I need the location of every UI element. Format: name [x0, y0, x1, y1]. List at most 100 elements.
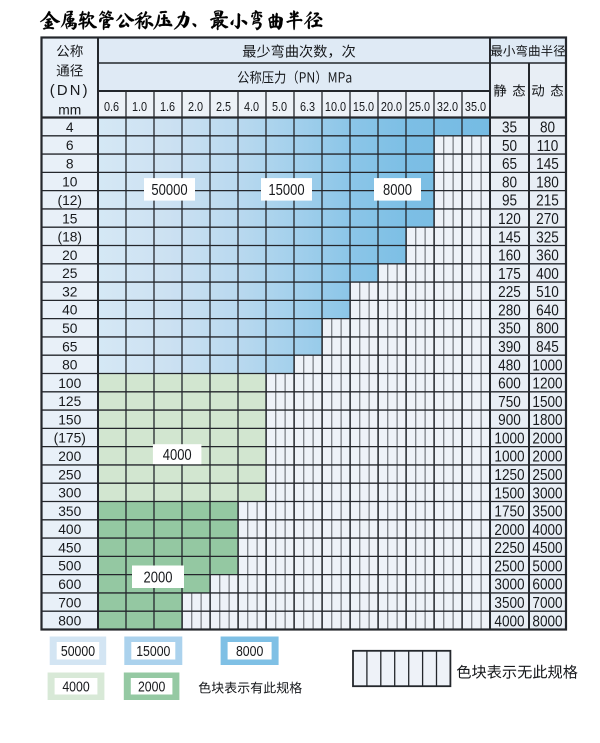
- svg-text:80: 80: [502, 175, 517, 192]
- svg-text:(DN): (DN): [50, 83, 90, 99]
- svg-text:65: 65: [502, 156, 517, 173]
- svg-text:50: 50: [62, 321, 78, 336]
- svg-text:mm: mm: [58, 103, 81, 118]
- svg-text:2250: 2250: [494, 540, 524, 557]
- svg-text:1500: 1500: [532, 394, 562, 411]
- svg-text:2.5: 2.5: [216, 100, 232, 114]
- svg-text:2000: 2000: [532, 431, 562, 448]
- svg-text:1250: 1250: [494, 467, 524, 484]
- svg-text:600: 600: [498, 376, 521, 393]
- svg-text:350: 350: [498, 321, 521, 338]
- svg-text:110: 110: [537, 138, 559, 155]
- svg-text:145: 145: [498, 229, 521, 246]
- svg-text:6.3: 6.3: [300, 100, 315, 114]
- svg-text:270: 270: [536, 211, 559, 228]
- svg-text:80: 80: [540, 120, 555, 137]
- svg-text:8: 8: [66, 156, 74, 171]
- svg-text:1.0: 1.0: [132, 100, 148, 114]
- svg-text:390: 390: [498, 339, 521, 356]
- svg-text:15.0: 15.0: [353, 100, 375, 114]
- svg-text:1.6: 1.6: [160, 100, 175, 114]
- svg-text:7000: 7000: [532, 595, 562, 612]
- svg-text:50000: 50000: [151, 182, 187, 199]
- svg-text:40: 40: [62, 303, 78, 318]
- svg-text:4000: 4000: [163, 447, 192, 464]
- svg-text:35: 35: [502, 120, 517, 137]
- svg-text:1200: 1200: [532, 376, 562, 393]
- svg-text:750: 750: [498, 394, 521, 411]
- svg-text:225: 225: [498, 284, 521, 301]
- svg-text:5.0: 5.0: [272, 100, 288, 114]
- svg-text:2500: 2500: [532, 467, 562, 484]
- svg-text:845: 845: [536, 339, 559, 356]
- svg-text:350: 350: [58, 504, 81, 519]
- svg-text:(175): (175): [54, 431, 86, 446]
- svg-text:1750: 1750: [494, 504, 524, 521]
- svg-text:4500: 4500: [532, 540, 562, 557]
- svg-text:145: 145: [536, 156, 559, 173]
- svg-text:8000: 8000: [383, 182, 412, 199]
- svg-text:15000: 15000: [136, 643, 171, 659]
- svg-text:2000: 2000: [494, 522, 524, 539]
- svg-text:2000: 2000: [144, 569, 173, 586]
- svg-text:5000: 5000: [532, 559, 562, 576]
- svg-text:32.0: 32.0: [437, 100, 459, 114]
- svg-text:20: 20: [62, 248, 78, 263]
- svg-text:6: 6: [66, 138, 74, 153]
- svg-text:3500: 3500: [494, 595, 524, 612]
- svg-text:(12): (12): [57, 193, 82, 208]
- svg-text:900: 900: [498, 412, 521, 429]
- svg-text:4: 4: [66, 120, 74, 135]
- svg-text:6000: 6000: [532, 577, 562, 594]
- svg-text:65: 65: [62, 339, 78, 354]
- svg-text:480: 480: [498, 357, 521, 374]
- svg-text:4000: 4000: [532, 522, 562, 539]
- svg-text:100: 100: [58, 376, 81, 391]
- svg-text:300: 300: [58, 486, 81, 501]
- svg-text:1000: 1000: [532, 357, 562, 374]
- svg-text:1000: 1000: [494, 431, 524, 448]
- svg-text:3000: 3000: [494, 577, 524, 594]
- svg-text:3000: 3000: [532, 485, 562, 502]
- svg-text:800: 800: [58, 614, 81, 629]
- svg-text:8000: 8000: [236, 643, 264, 659]
- svg-text:800: 800: [536, 321, 559, 338]
- svg-text:1800: 1800: [532, 412, 562, 429]
- svg-text:150: 150: [58, 412, 81, 427]
- svg-text:250: 250: [58, 467, 81, 482]
- svg-text:15: 15: [62, 211, 78, 226]
- svg-text:8000: 8000: [532, 613, 562, 630]
- svg-text:700: 700: [58, 595, 81, 610]
- svg-text:15000: 15000: [268, 182, 304, 199]
- svg-text:10: 10: [62, 175, 78, 190]
- svg-text:3500: 3500: [532, 504, 562, 521]
- svg-text:180: 180: [536, 175, 559, 192]
- svg-text:35.0: 35.0: [465, 100, 487, 114]
- svg-text:1500: 1500: [494, 485, 524, 502]
- svg-text:400: 400: [536, 266, 559, 283]
- svg-text:280: 280: [498, 303, 521, 320]
- svg-text:20.0: 20.0: [381, 100, 403, 114]
- svg-text:50000: 50000: [61, 643, 96, 659]
- svg-text:640: 640: [536, 303, 559, 320]
- svg-text:175: 175: [498, 266, 521, 283]
- svg-text:400: 400: [58, 522, 81, 537]
- svg-text:1000: 1000: [494, 449, 524, 466]
- svg-text:160: 160: [498, 248, 521, 265]
- svg-text:325: 325: [536, 229, 559, 246]
- svg-text:80: 80: [62, 358, 78, 373]
- svg-text:32: 32: [62, 284, 77, 299]
- svg-text:120: 120: [498, 211, 521, 228]
- svg-text:95: 95: [502, 193, 517, 210]
- svg-text:25.0: 25.0: [409, 100, 431, 114]
- svg-text:2000: 2000: [138, 679, 166, 695]
- svg-text:4.0: 4.0: [244, 100, 260, 114]
- svg-text:50: 50: [502, 138, 517, 155]
- svg-text:360: 360: [536, 248, 559, 265]
- svg-text:125: 125: [58, 394, 81, 409]
- svg-text:500: 500: [58, 559, 81, 574]
- svg-text:2.0: 2.0: [188, 100, 204, 114]
- svg-text:4000: 4000: [62, 679, 90, 695]
- svg-text:510: 510: [536, 284, 559, 301]
- svg-text:10.0: 10.0: [325, 100, 347, 114]
